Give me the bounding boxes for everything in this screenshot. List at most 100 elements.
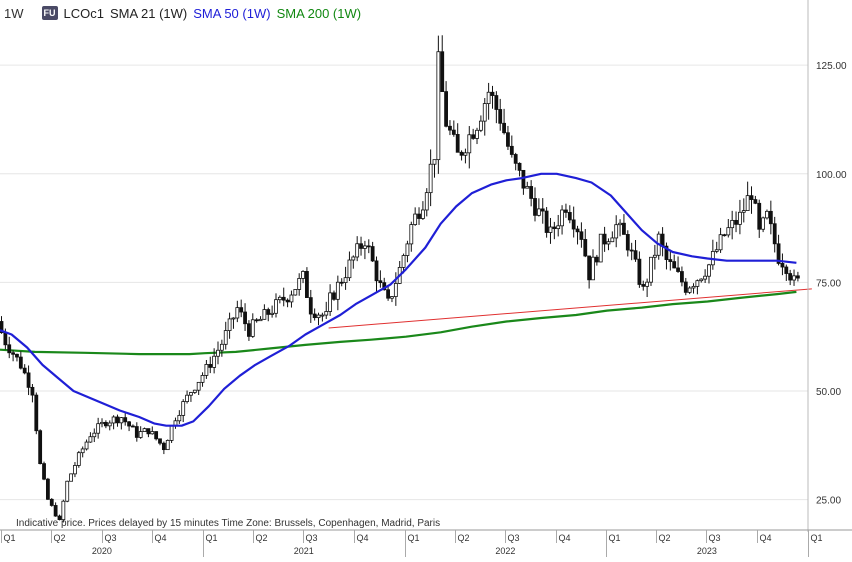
candle (529, 180, 534, 207)
candle (397, 260, 402, 285)
candle (614, 215, 619, 248)
candle (138, 426, 143, 439)
sma200-legend[interactable]: SMA 200 (1W) (276, 5, 362, 21)
candle (335, 275, 340, 311)
candle (96, 417, 101, 439)
candle (158, 438, 162, 446)
candle (204, 359, 209, 379)
candle (84, 439, 89, 451)
sma50-legend[interactable]: SMA 50 (1W) (193, 5, 271, 21)
candle (757, 199, 762, 238)
candle (76, 450, 81, 468)
candle (672, 254, 677, 269)
candle (540, 198, 545, 224)
futures-badge-icon: FU (41, 6, 58, 20)
timeframe-label[interactable]: 1W (4, 5, 24, 21)
candle (428, 149, 433, 207)
candle (266, 307, 271, 322)
candle (413, 207, 418, 226)
candle (293, 289, 298, 296)
candle (150, 426, 155, 435)
candle (69, 473, 73, 482)
candle (544, 207, 549, 238)
x-year-label: 2020 (92, 546, 112, 556)
candle (455, 123, 460, 153)
x-quarter-label: Q1 (4, 533, 16, 543)
candle (506, 125, 510, 150)
candle (212, 348, 217, 374)
candle (424, 188, 429, 217)
candle (490, 85, 495, 109)
candle (444, 81, 448, 128)
candle (564, 203, 568, 218)
candle (637, 251, 642, 288)
candle (26, 365, 31, 396)
candle (208, 356, 213, 374)
symbol-label[interactable]: LCOc1 (63, 5, 104, 21)
candle (792, 269, 796, 286)
candle (216, 341, 220, 365)
y-tick-label: 100.00 (816, 170, 847, 181)
candle (660, 227, 665, 257)
candle (374, 256, 379, 292)
y-tick-label: 75.00 (816, 278, 841, 289)
x-quarter-label: Q1 (206, 533, 218, 543)
candle (556, 214, 561, 237)
candle (498, 98, 503, 131)
candle (583, 229, 588, 258)
candle (308, 289, 313, 323)
x-quarter-label: Q4 (559, 533, 571, 543)
candle (668, 249, 673, 271)
candle (687, 286, 692, 295)
candle (780, 253, 785, 276)
candle (761, 216, 766, 233)
candle (111, 415, 116, 430)
x-quarter-label: Q2 (458, 533, 470, 543)
grid (0, 64, 808, 501)
candle (34, 392, 39, 435)
candle (459, 150, 464, 161)
candle (169, 425, 174, 443)
sma200-line (0, 290, 797, 356)
y-tick-label: 25.00 (816, 496, 841, 507)
sma21-legend[interactable]: SMA 21 (1W) (109, 5, 188, 21)
candle (277, 295, 282, 304)
candle (320, 312, 325, 322)
candle (100, 418, 104, 428)
candle (258, 316, 263, 322)
candle (560, 205, 564, 235)
candle (370, 241, 375, 262)
x-year-label: 2023 (697, 546, 717, 556)
candle (134, 422, 139, 442)
candle (664, 242, 669, 270)
candle (486, 82, 491, 120)
candle (649, 256, 653, 286)
candle (119, 417, 124, 430)
x-quarter-label: Q1 (811, 533, 823, 543)
candle (22, 364, 27, 375)
footnote: Indicative price. Prices delayed by 15 m… (16, 518, 441, 529)
candle (707, 263, 711, 284)
candle (18, 351, 23, 370)
candle (788, 269, 793, 286)
candle (475, 127, 479, 145)
candle (478, 115, 483, 133)
x-year-label: 2022 (495, 546, 515, 556)
x-quarter-label: Q4 (357, 533, 369, 543)
candle (676, 256, 680, 273)
trendline-series (328, 288, 812, 329)
candle (772, 216, 777, 253)
y-tick-label: 50.00 (816, 387, 841, 398)
candle (250, 313, 255, 338)
candle (378, 270, 383, 288)
candle (680, 266, 684, 287)
candle (243, 303, 247, 331)
support-trendline[interactable] (328, 288, 812, 329)
candle (652, 244, 657, 270)
candle (521, 169, 526, 195)
x-quarter-label: Q2 (54, 533, 66, 543)
candle (192, 389, 197, 394)
candle (42, 461, 46, 481)
